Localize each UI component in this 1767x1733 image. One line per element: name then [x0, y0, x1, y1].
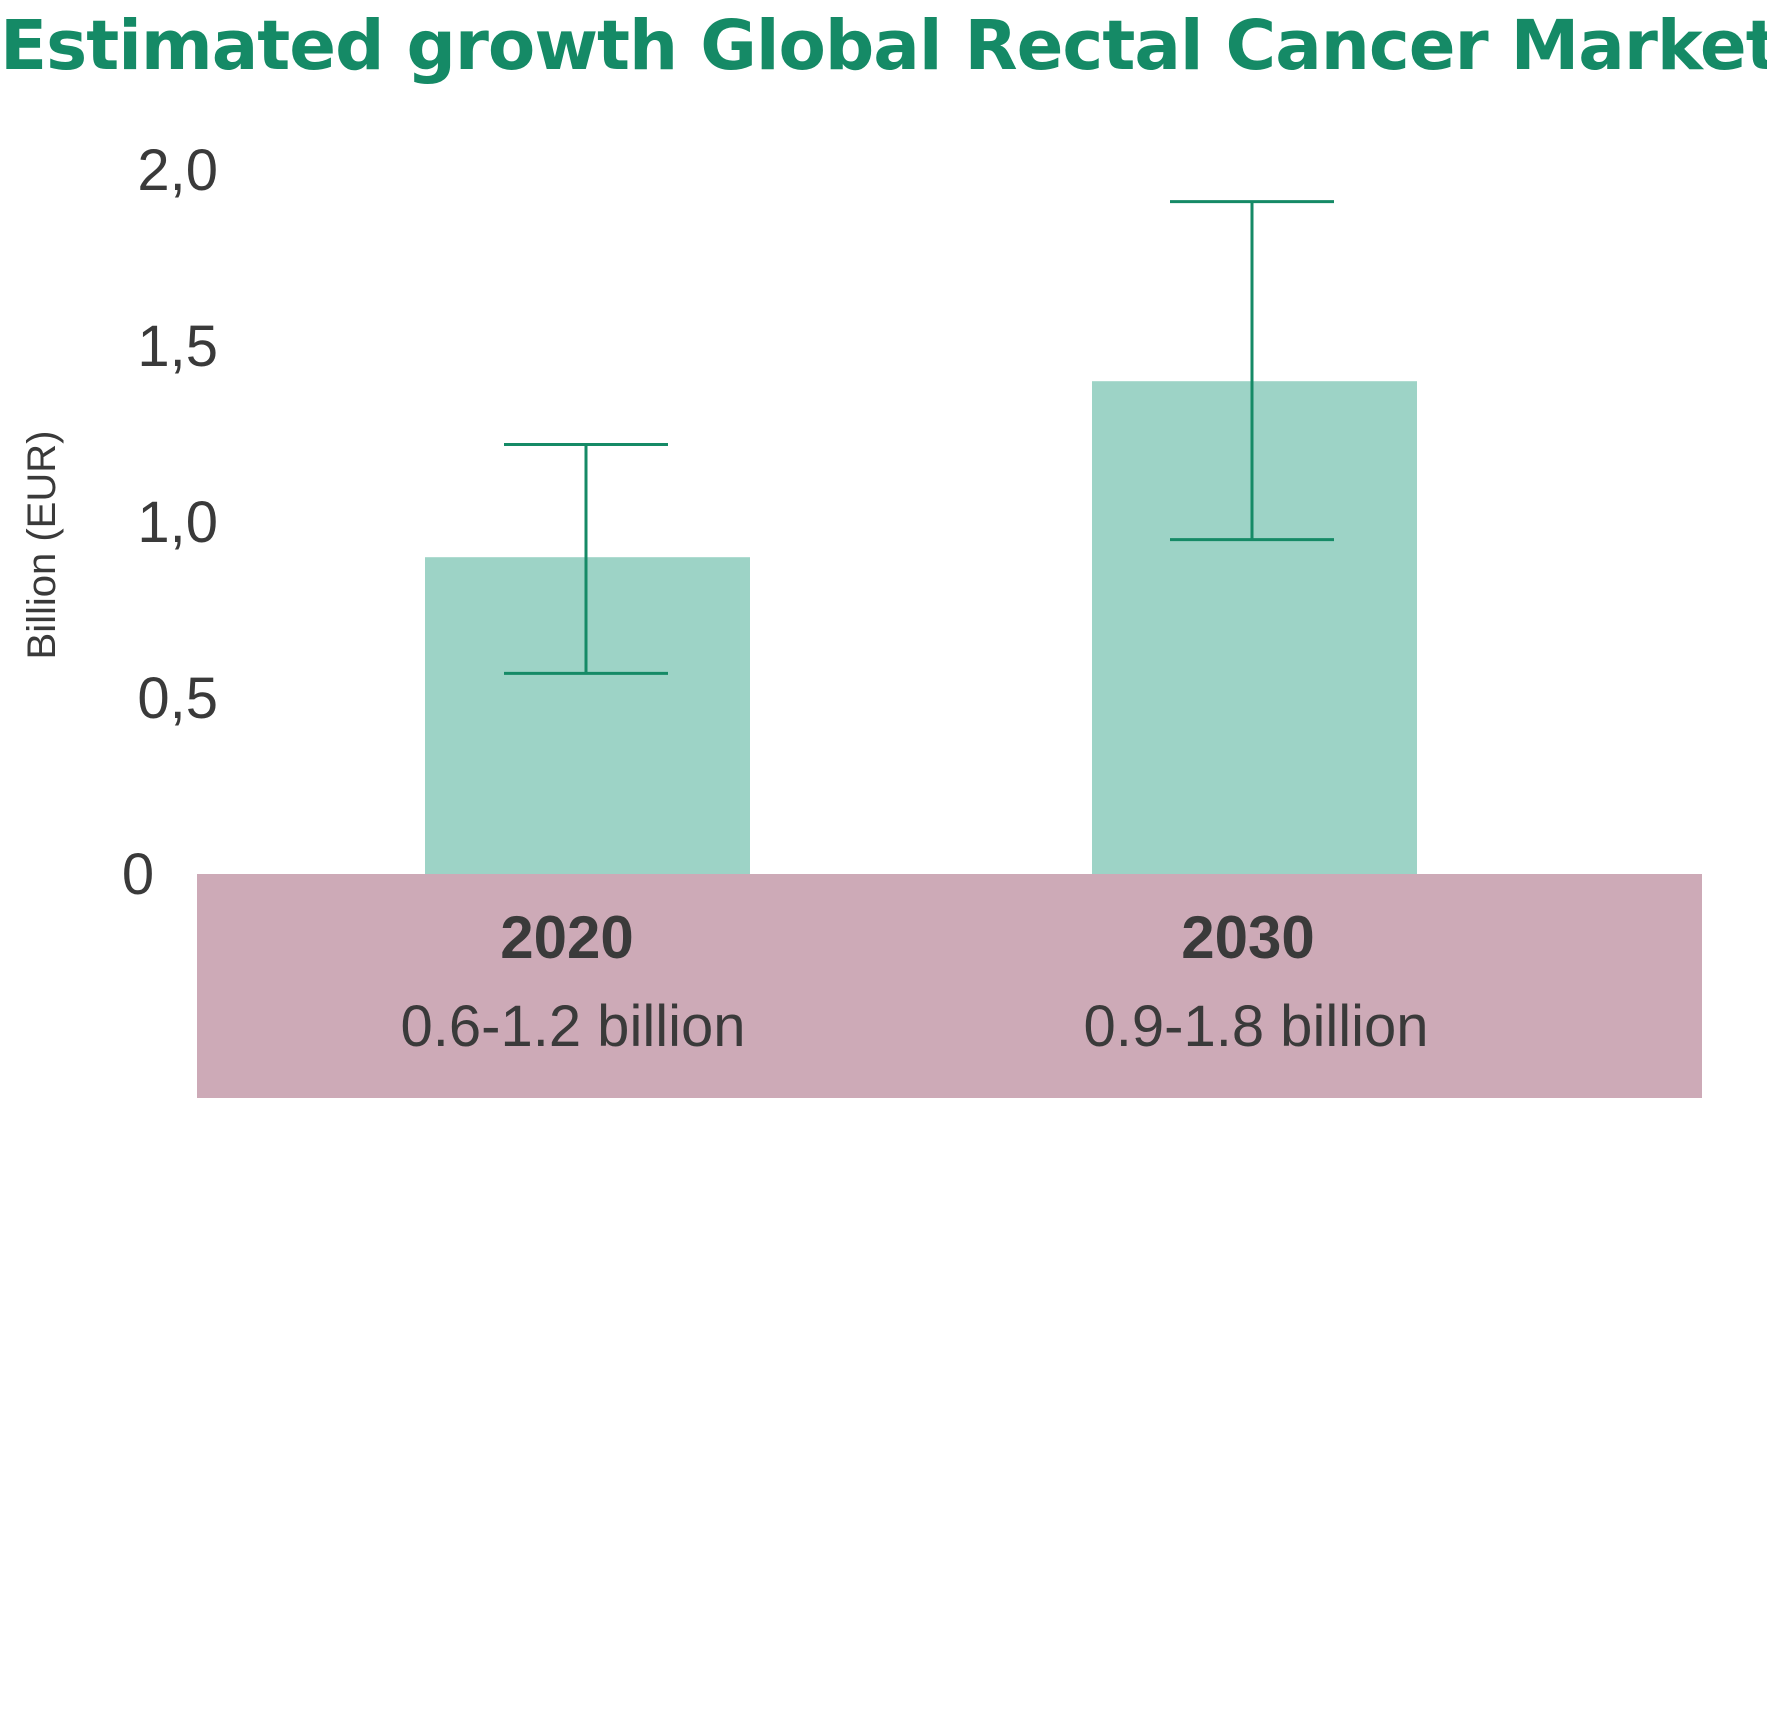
error-bar-2030	[1170, 200, 1334, 542]
category-labels: 2020 0.6-1.2 billion 2030 0.9-1.8 billion	[401, 904, 1429, 1059]
category-label-2020: 2020	[500, 904, 633, 971]
y-tick-label: 2,0	[137, 138, 218, 203]
y-tick-label: 0,5	[137, 666, 218, 731]
y-tick-label: 1,5	[137, 314, 218, 379]
category-band	[197, 874, 1702, 1098]
bar-2030	[1092, 381, 1417, 874]
range-label-2020: 0.6-1.2 billion	[401, 994, 746, 1059]
y-axis-ticks: 0 0,5 1,0 1,5 2,0	[122, 138, 218, 907]
bar-layer	[425, 381, 1417, 874]
error-bar-layer	[504, 200, 1334, 675]
category-label-2030: 2030	[1181, 904, 1314, 971]
category-band-layer	[197, 874, 1702, 1098]
y-axis-label: Billion (EUR)	[20, 431, 64, 660]
y-tick-label: 1,0	[137, 490, 218, 555]
y-tick-label: 0	[122, 842, 154, 907]
range-label-2030: 0.9-1.8 billion	[1084, 994, 1429, 1059]
error-bar-2020	[504, 443, 668, 675]
chart-title: Estimated growth Global Rectal Cancer Ma…	[0, 6, 1767, 86]
